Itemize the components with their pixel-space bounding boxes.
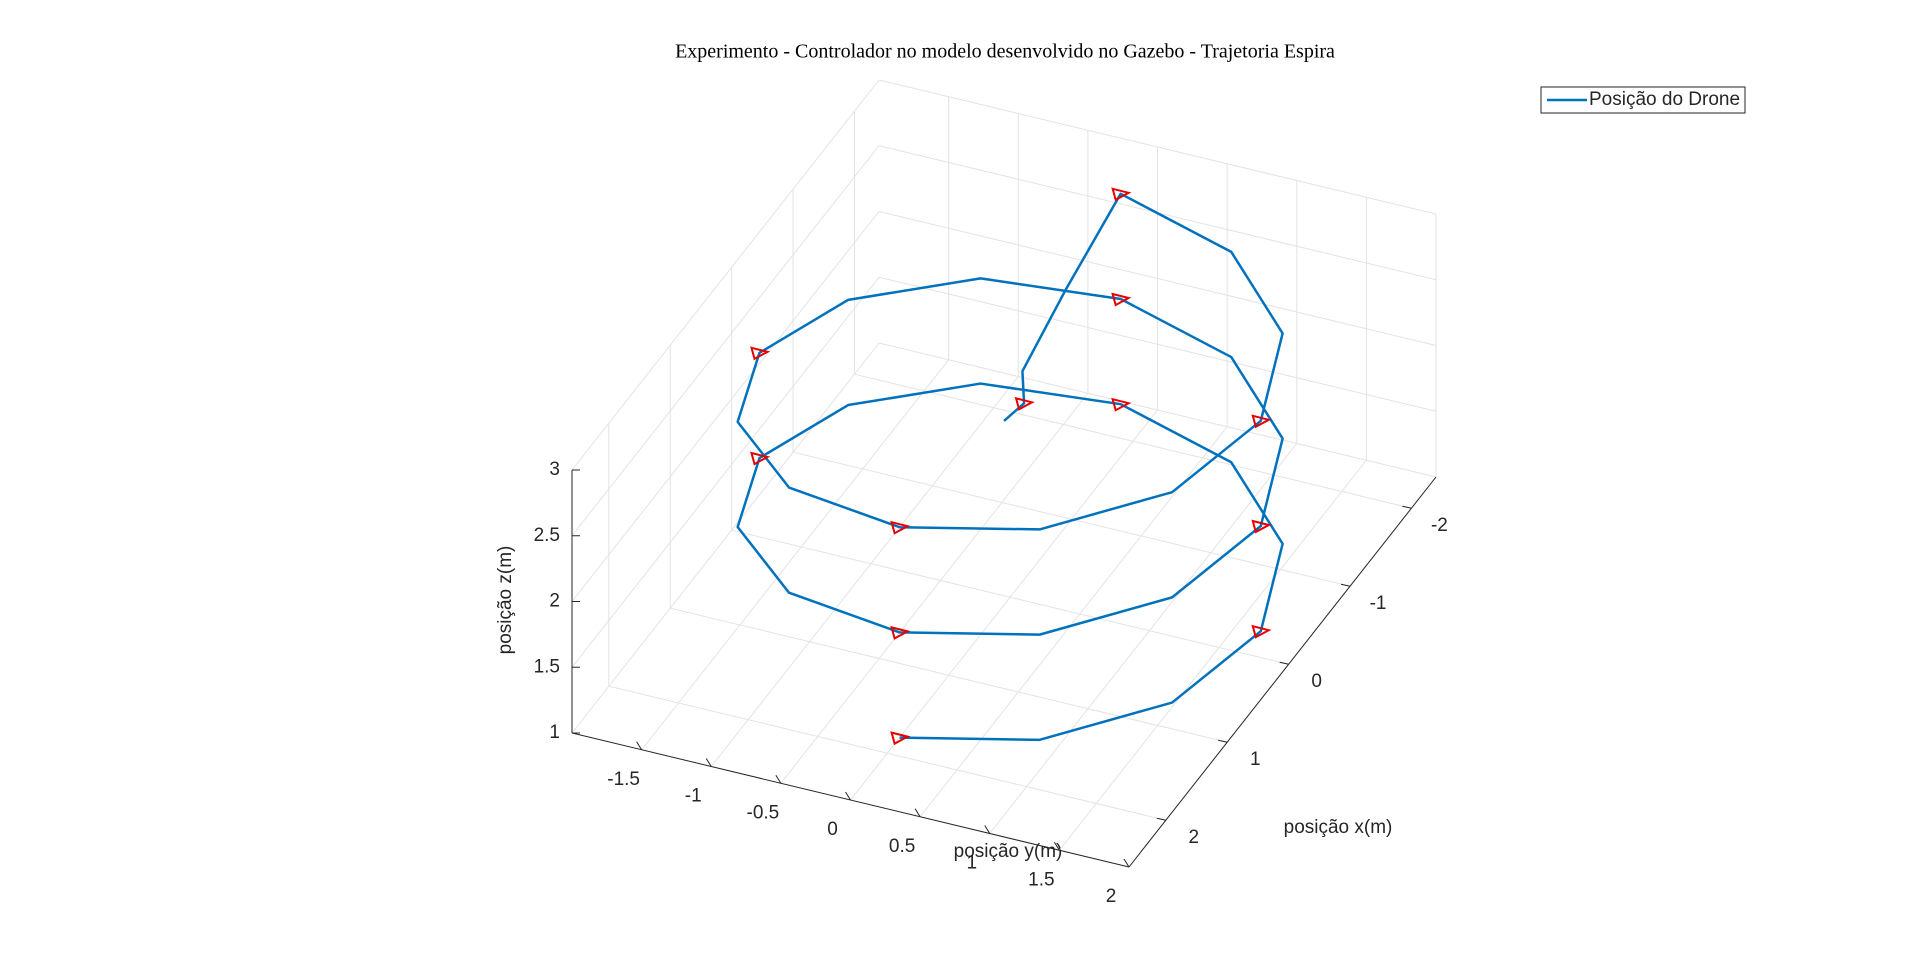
drone-marker <box>1111 397 1132 412</box>
y-tick <box>1053 841 1060 851</box>
grid-line <box>571 79 880 471</box>
grid-line <box>571 276 880 668</box>
x-tick <box>1156 817 1166 821</box>
x-axis-label: posição x(m) <box>1284 817 1393 838</box>
y-tick-label: 0 <box>827 819 838 840</box>
grid-line <box>989 443 1298 834</box>
drone-marker <box>1014 396 1035 411</box>
z-tick-label: 1 <box>549 722 560 743</box>
drone-marker <box>750 346 771 361</box>
y-tick-label: 1.5 <box>1028 869 1054 890</box>
y-tick-label: 1 <box>966 853 977 874</box>
drone-marker <box>1111 187 1132 202</box>
z-axis-label: posição z(m) <box>495 546 516 655</box>
trajectory-line <box>736 192 1284 742</box>
grid-line <box>919 426 1228 818</box>
drone-marker <box>1251 414 1272 429</box>
grid-line <box>571 145 880 537</box>
drone-marker <box>750 451 771 466</box>
grid-line <box>641 359 950 751</box>
grid-line <box>878 79 1437 215</box>
x-tick <box>1402 505 1412 509</box>
grid-line <box>1058 459 1367 851</box>
y-tick <box>775 774 782 784</box>
x-tick-label: 0 <box>1311 671 1322 692</box>
z-tick-label: 1.5 <box>534 656 560 677</box>
drone-marker <box>890 731 911 746</box>
grid-line <box>571 342 880 734</box>
x-tick-label: -1 <box>1370 593 1387 614</box>
chart-title: Experimento - Controlador no modelo dese… <box>675 41 1335 63</box>
z-tick-label: 2.5 <box>534 525 560 546</box>
x-tick-label: 2 <box>1189 827 1200 848</box>
grid-line <box>878 342 1437 478</box>
y-tick-label: 2 <box>1106 886 1117 907</box>
x-tick-label: 1 <box>1250 749 1261 770</box>
grid-line <box>878 211 1437 346</box>
drone-marker <box>1251 624 1272 639</box>
y-tick-label: 0.5 <box>889 836 915 857</box>
legend-label: Posição do Drone <box>1589 89 1740 110</box>
drone-marker <box>1251 519 1272 534</box>
drone-marker <box>890 520 911 535</box>
drone-marker <box>890 626 911 640</box>
y-tick <box>984 825 991 834</box>
x-tick <box>1340 583 1351 587</box>
y-tick <box>1123 858 1130 868</box>
z-tick-label: 2 <box>549 591 560 612</box>
x-axis <box>1128 476 1437 868</box>
z-tick-label: 3 <box>549 459 560 480</box>
x-tick <box>1218 739 1228 743</box>
y-tick-label: -1 <box>685 786 702 807</box>
drone-marker <box>1111 292 1132 307</box>
x-tick-label: -2 <box>1431 515 1448 536</box>
y-tick-label: -0.5 <box>747 802 780 823</box>
y-tick <box>636 741 643 751</box>
x-tick <box>1279 661 1289 665</box>
grid-line <box>571 211 880 602</box>
grid-line <box>710 376 1019 767</box>
grid-line <box>780 392 1089 784</box>
y-axis-label: posição y(m) <box>954 841 1063 862</box>
y-tick <box>845 791 851 801</box>
y-tick <box>705 758 712 767</box>
y-tick-label: -1.5 <box>607 769 640 790</box>
y-tick <box>914 808 921 818</box>
grid-line <box>878 276 1437 412</box>
